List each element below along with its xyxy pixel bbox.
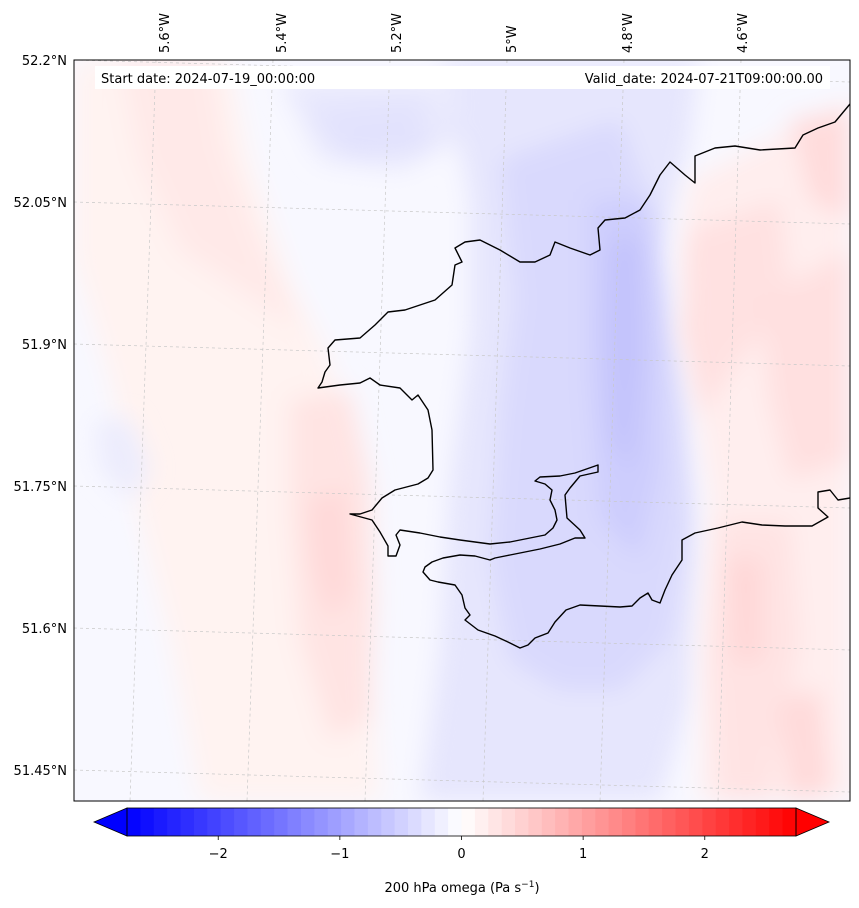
colorbar-cell: [662, 808, 677, 836]
colorbar-cell: [180, 808, 195, 836]
map-panel: Start date: 2024-07-19_00:00:00 Valid_da…: [73, 59, 851, 802]
lat-label-52.2n: 52.2°N: [22, 54, 67, 69]
colorbar-tick-label: 1: [579, 847, 587, 862]
colorbar-cell: [474, 808, 489, 836]
colorbar-cell: [234, 808, 249, 836]
lon-label-5w: 5°W: [505, 25, 520, 53]
colorbar-cell: [300, 808, 315, 836]
lon-label-4.6w: 4.6°W: [736, 13, 751, 53]
colorbar-cell: [769, 808, 784, 836]
colorbar-cell: [541, 808, 556, 836]
colorbar-cell: [448, 808, 463, 836]
colorbar-label: 200 hPa omega (Pa s−1): [384, 880, 539, 896]
colorbar-extend-low: [92, 807, 128, 837]
colorbar-cell: [407, 808, 422, 836]
colorbar-cell: [394, 808, 409, 836]
omega-positive-east: [680, 100, 850, 801]
colorbar-cell: [528, 808, 543, 836]
colorbar-cell: [287, 808, 302, 836]
colorbar-cell: [193, 808, 208, 836]
colorbar-extend-high: [795, 807, 831, 837]
colorbar-cell: [515, 808, 529, 836]
colorbar-cell: [635, 808, 650, 836]
colorbar-cell: [608, 808, 623, 836]
colorbar-cell: [461, 808, 476, 836]
lon-label-5.4w: 5.4°W: [275, 13, 290, 53]
lon-labels: 5.6°W 5.4°W 5.2°W 5°W 4.8°W 4.6°W: [158, 13, 751, 53]
lat-label-51.45n: 51.45°N: [14, 764, 67, 779]
colorbar-cell: [729, 808, 744, 836]
colorbar-cell: [220, 808, 235, 836]
date-header-box: [95, 66, 830, 89]
valid-date-text: Valid_date: 2024-07-21T09:00:00.00: [585, 72, 823, 87]
lon-label-5.6w: 5.6°W: [158, 13, 173, 53]
colorbar-cell: [782, 808, 797, 836]
colorbar-cell: [742, 808, 757, 836]
colorbar-cell: [501, 808, 516, 836]
colorbar-cell: [153, 808, 168, 836]
colorbar-cell: [648, 808, 663, 836]
colorbar-cell: [314, 808, 329, 836]
colorbar-tick-label: −1: [330, 847, 349, 862]
colorbar-cell: [127, 808, 141, 836]
lat-label-51.9n: 51.9°N: [22, 338, 67, 353]
colorbar-cell: [595, 808, 610, 836]
colorbar-cell: [568, 808, 583, 836]
colorbar-cell: [581, 808, 596, 836]
colorbar-cell: [702, 808, 717, 836]
coastline-north-pembrokeshire: [317, 103, 850, 649]
colorbar-cell: [488, 808, 503, 836]
colorbar-label-exponent: −1: [521, 880, 534, 890]
colorbar-ticks: −2 −1 0 1 2: [209, 836, 709, 862]
omega-positive-west: [74, 60, 380, 801]
map-frame: [73, 59, 851, 802]
colorbar-cell: [555, 808, 570, 836]
lon-label-4.8w: 4.8°W: [621, 13, 636, 53]
colorbar-cell: [755, 808, 770, 836]
coastline: [317, 103, 850, 649]
colorbar-cell: [327, 808, 342, 836]
colorbar-cell: [354, 808, 369, 836]
colorbar-tick-label: 2: [701, 847, 709, 862]
colorbar-cell: [688, 808, 703, 836]
colorbar-tick-label: −2: [209, 847, 228, 862]
lat-label-52.05n: 52.05°N: [14, 196, 67, 211]
colorbar-cell: [675, 808, 690, 836]
lat-labels: 52.2°N 52.05°N 51.9°N 51.75°N 51.6°N 51.…: [14, 54, 67, 779]
colorbar-cell: [167, 808, 182, 836]
lat-label-51.6n: 51.6°N: [22, 622, 67, 637]
colorbar-cell: [421, 808, 436, 836]
colorbar-cell: [367, 808, 382, 836]
colorbar-tick-label: 0: [457, 847, 465, 862]
colorbar-label-close: ): [534, 881, 539, 896]
lat-label-51.75n: 51.75°N: [14, 480, 67, 495]
start-date-text: Start date: 2024-07-19_00:00:00: [101, 72, 315, 87]
colorbar-cell: [715, 808, 730, 836]
colorbar: −2 −1 0 1 2 200 hPa omega (Pa s−1): [92, 807, 831, 896]
colorbar-gradient: [127, 808, 797, 836]
lon-label-5.2w: 5.2°W: [390, 13, 405, 53]
colorbar-cell: [381, 808, 396, 836]
colorbar-cell: [274, 808, 289, 836]
colorbar-label-main: 200 hPa omega (Pa s: [384, 881, 521, 896]
colorbar-cell: [341, 808, 356, 836]
colorbar-cell: [207, 808, 222, 836]
colorbar-cell: [260, 808, 275, 836]
colorbar-cell: [622, 808, 637, 836]
colorbar-cell: [247, 808, 262, 836]
colorbar-cell: [140, 808, 155, 836]
colorbar-cell: [434, 808, 449, 836]
